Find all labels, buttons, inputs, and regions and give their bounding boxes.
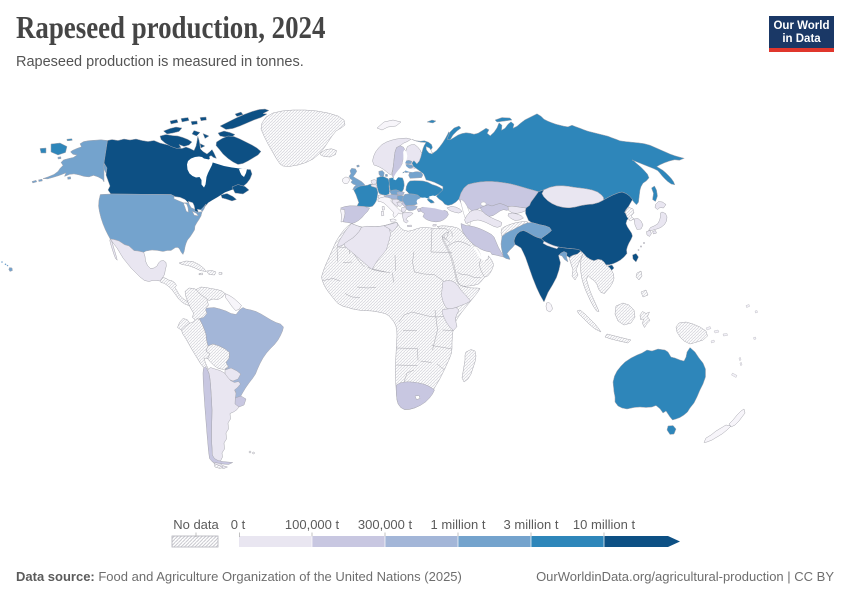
svg-text:300,000 t: 300,000 t — [358, 517, 413, 532]
svg-text:10 million t: 10 million t — [573, 517, 636, 532]
svg-text:3 million t: 3 million t — [504, 517, 559, 532]
svg-text:1 million t: 1 million t — [431, 517, 486, 532]
svg-text:100,000 t: 100,000 t — [285, 517, 340, 532]
svg-text:0 t: 0 t — [231, 517, 246, 532]
svg-text:No data: No data — [173, 517, 219, 532]
